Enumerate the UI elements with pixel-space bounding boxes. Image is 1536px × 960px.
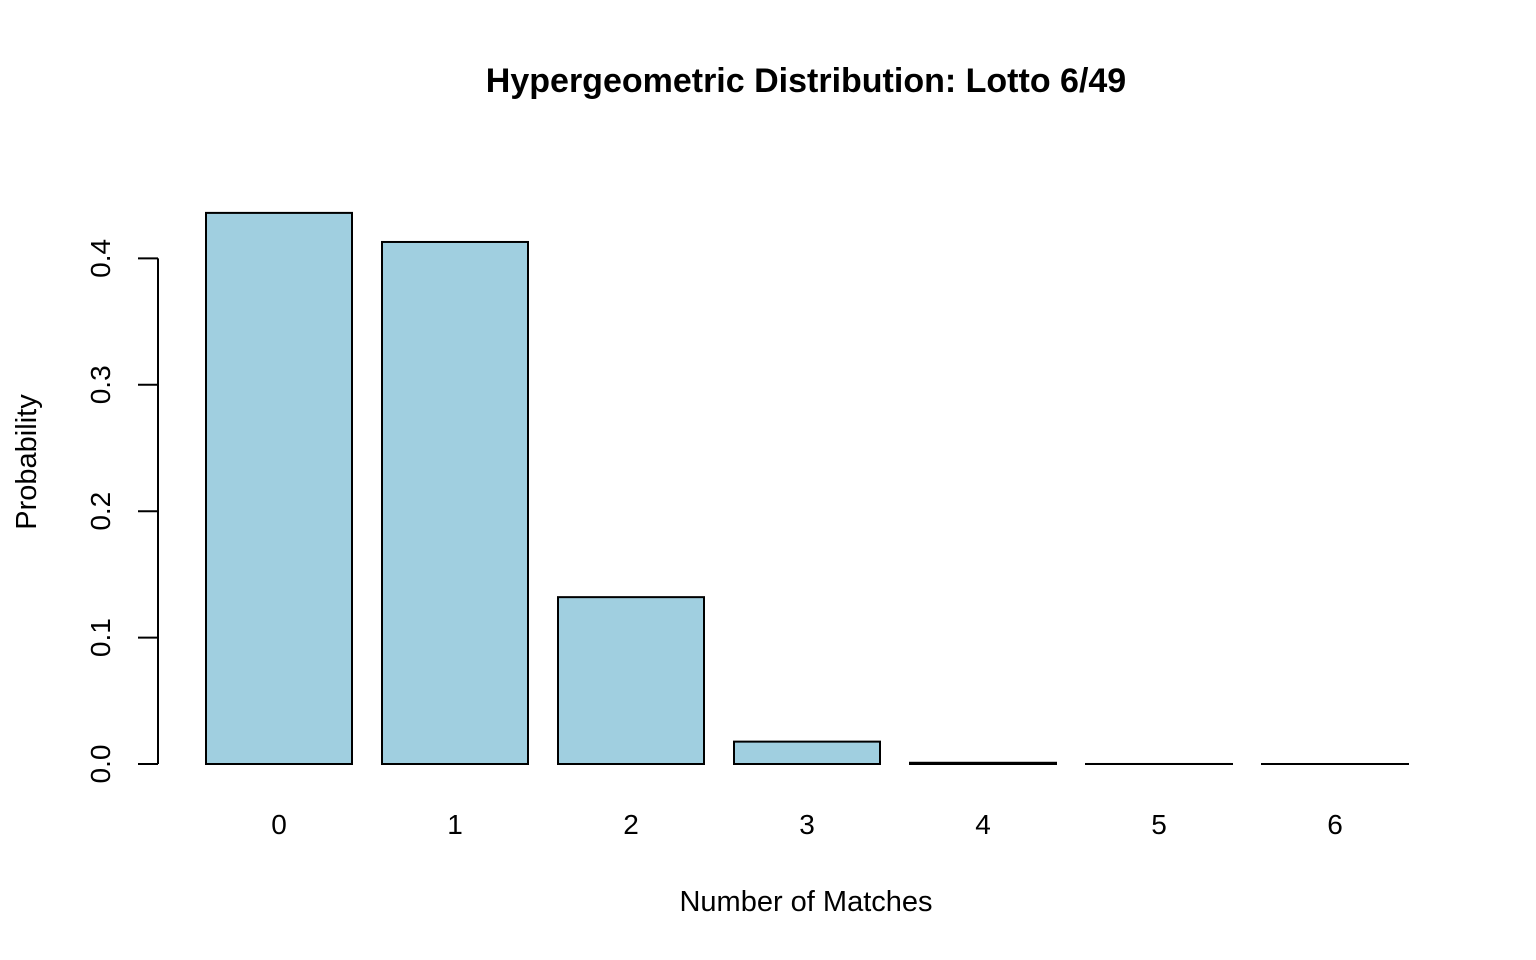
x-tick-label-2: 2 [623, 809, 639, 840]
x-tick-label-6: 6 [1327, 809, 1343, 840]
chart-title: Hypergeometric Distribution: Lotto 6/49 [486, 62, 1126, 100]
x-tick-label-3: 3 [799, 809, 815, 840]
x-tick-label-4: 4 [975, 809, 991, 840]
bars-group [205, 211, 1409, 766]
bar-2 [557, 596, 705, 765]
y-axis: 0.0 0.1 0.2 0.3 0.4 [85, 239, 159, 784]
x-tick-label-0: 0 [271, 809, 287, 840]
bar-3 [733, 740, 881, 765]
bar-4 [909, 761, 1057, 766]
x-axis-label: Number of Matches [679, 886, 932, 918]
y-tick-label: 0.3 [85, 365, 116, 404]
y-tick-label: 0.4 [85, 239, 116, 278]
bar-0 [205, 211, 353, 765]
y-axis-label: Probability [11, 394, 43, 530]
y-tick-label: 0.2 [85, 492, 116, 531]
y-tick-label: 0.0 [85, 745, 116, 784]
x-axis-ticks: 0 1 2 3 4 5 6 [271, 809, 1343, 840]
x-tick-label-5: 5 [1151, 809, 1167, 840]
x-tick-label-1: 1 [447, 809, 463, 840]
bar-1 [381, 240, 529, 765]
y-tick-label: 0.1 [85, 618, 116, 657]
